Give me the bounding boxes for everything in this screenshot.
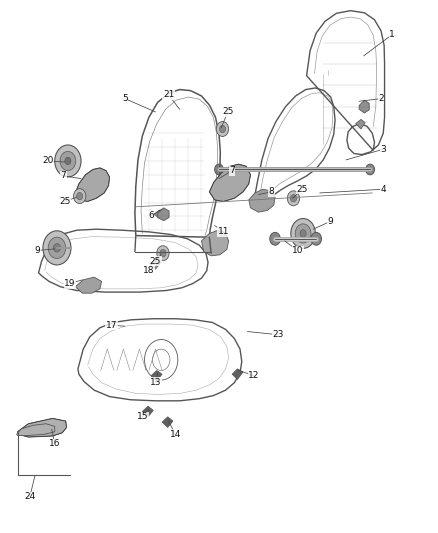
Polygon shape	[232, 369, 243, 379]
Circle shape	[160, 249, 166, 257]
Circle shape	[290, 195, 297, 202]
Circle shape	[55, 145, 81, 177]
Text: 25: 25	[150, 257, 161, 265]
Circle shape	[219, 125, 226, 133]
Circle shape	[77, 192, 83, 200]
Polygon shape	[17, 424, 55, 435]
Polygon shape	[209, 164, 251, 201]
Circle shape	[215, 164, 223, 175]
Polygon shape	[356, 119, 365, 129]
Text: 25: 25	[297, 185, 308, 193]
Text: 4: 4	[381, 185, 386, 193]
Polygon shape	[150, 259, 161, 269]
Text: 7: 7	[60, 172, 67, 180]
Text: 6: 6	[148, 212, 154, 220]
Text: 20: 20	[42, 157, 54, 165]
Text: 5: 5	[122, 94, 128, 103]
Polygon shape	[142, 406, 153, 417]
Circle shape	[300, 230, 306, 237]
Polygon shape	[359, 100, 369, 113]
Circle shape	[65, 157, 71, 165]
Circle shape	[287, 191, 300, 206]
Circle shape	[311, 232, 321, 245]
Polygon shape	[158, 208, 169, 221]
Text: 18: 18	[143, 266, 155, 274]
Text: 24: 24	[24, 492, 35, 501]
Text: 11: 11	[218, 228, 229, 236]
Polygon shape	[249, 189, 275, 212]
Text: 3: 3	[380, 145, 386, 154]
Text: 17: 17	[106, 321, 117, 329]
Circle shape	[216, 122, 229, 136]
Text: 16: 16	[49, 439, 60, 448]
Text: 1: 1	[389, 30, 395, 39]
Polygon shape	[75, 277, 102, 293]
Text: 25: 25	[222, 108, 233, 116]
Text: 19: 19	[64, 279, 76, 288]
Text: 7: 7	[229, 166, 235, 175]
Text: 12: 12	[248, 372, 260, 380]
Polygon shape	[154, 210, 164, 219]
Circle shape	[74, 189, 86, 204]
Circle shape	[48, 237, 66, 259]
Circle shape	[291, 219, 315, 248]
Text: 15: 15	[137, 413, 148, 421]
Text: 14: 14	[170, 430, 181, 439]
Text: 21: 21	[163, 91, 174, 99]
Polygon shape	[201, 230, 229, 256]
Text: 25: 25	[59, 197, 71, 206]
Text: 9: 9	[328, 217, 334, 225]
Polygon shape	[75, 168, 110, 201]
Circle shape	[366, 164, 374, 175]
Circle shape	[270, 232, 280, 245]
Polygon shape	[162, 417, 173, 427]
Circle shape	[43, 231, 71, 265]
Polygon shape	[18, 418, 67, 437]
Text: 23: 23	[272, 330, 284, 339]
Circle shape	[60, 151, 76, 171]
Circle shape	[157, 246, 169, 261]
Polygon shape	[151, 370, 162, 381]
Text: 9: 9	[34, 246, 40, 255]
Text: 13: 13	[150, 378, 161, 386]
Circle shape	[295, 224, 311, 243]
Text: 10: 10	[292, 246, 304, 255]
Text: 8: 8	[268, 188, 275, 196]
Circle shape	[53, 244, 60, 252]
Text: 2: 2	[378, 94, 384, 103]
